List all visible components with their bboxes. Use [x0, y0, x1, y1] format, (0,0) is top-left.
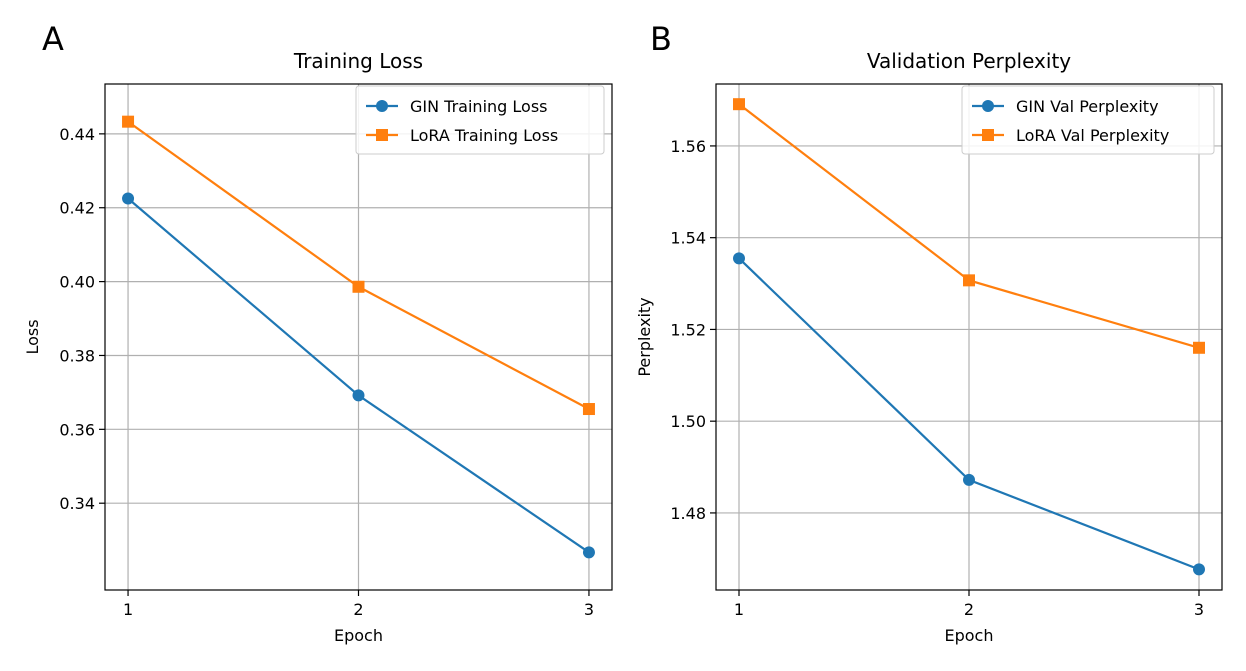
data-point-lora: [1193, 341, 1205, 354]
data-point-gin: [963, 473, 975, 486]
legend-label: LoRA Val Perplexity: [1016, 126, 1169, 145]
x-axis-label: Epoch: [334, 626, 383, 645]
data-point-lora: [352, 280, 365, 293]
data-point-lora: [733, 98, 745, 111]
legend-marker-circle: [982, 100, 994, 112]
y-axis-label: Loss: [23, 319, 42, 354]
y-tick-label: 1.48: [670, 504, 706, 523]
data-point-lora: [963, 274, 975, 287]
y-tick-label: 1.54: [670, 229, 706, 248]
legend-marker-circle: [376, 100, 388, 112]
legend-label: GIN Val Perplexity: [1016, 97, 1159, 116]
y-tick-label: 0.40: [59, 273, 95, 292]
data-point-lora: [122, 115, 135, 128]
x-tick-label: 1: [123, 600, 133, 619]
x-tick-label: 3: [584, 600, 594, 619]
y-axis-label: Perplexity: [635, 297, 654, 376]
data-point-gin: [352, 389, 365, 402]
y-tick-label: 0.44: [59, 125, 95, 144]
x-tick-label: 1: [734, 600, 744, 619]
x-tick-label: 3: [1194, 600, 1204, 619]
legend-box: [355, 85, 605, 155]
data-point-gin: [582, 546, 595, 559]
y-tick-label: 0.36: [59, 420, 95, 439]
y-tick-label: 1.50: [670, 412, 706, 431]
legend-box: [961, 85, 1215, 155]
chart-title: Training Loss: [293, 49, 423, 73]
data-point-gin: [733, 252, 745, 265]
x-tick-label: 2: [353, 600, 363, 619]
panel-a: A Training Loss 1 2 3 0.34 0.36 0.38 0.40 0.42 0.4…: [23, 20, 613, 645]
panel-letter: A: [42, 20, 64, 58]
panel-letter: B: [650, 20, 672, 58]
legend-label: LoRA Training Loss: [410, 126, 558, 145]
data-point-lora: [582, 403, 595, 416]
data-point-gin: [122, 192, 135, 205]
y-tick-label: 1.56: [670, 137, 706, 156]
chart-title: Validation Perplexity: [867, 49, 1071, 73]
y-tick-label: 0.34: [59, 494, 95, 513]
x-axis-label: Epoch: [945, 626, 994, 645]
legend-label: GIN Training Loss: [410, 97, 547, 116]
x-tick-label: 2: [964, 600, 974, 619]
y-tick-label: 1.52: [670, 320, 706, 339]
y-tick-label: 0.38: [59, 346, 95, 365]
y-tick-label: 0.42: [59, 199, 95, 218]
legend-marker-square: [982, 129, 994, 141]
panel-b: B Validation Perplexity 1 2 3 1.48 1.50 1.52 1.5…: [635, 20, 1223, 645]
legend-marker-square: [376, 129, 388, 141]
data-point-gin: [1193, 563, 1205, 576]
